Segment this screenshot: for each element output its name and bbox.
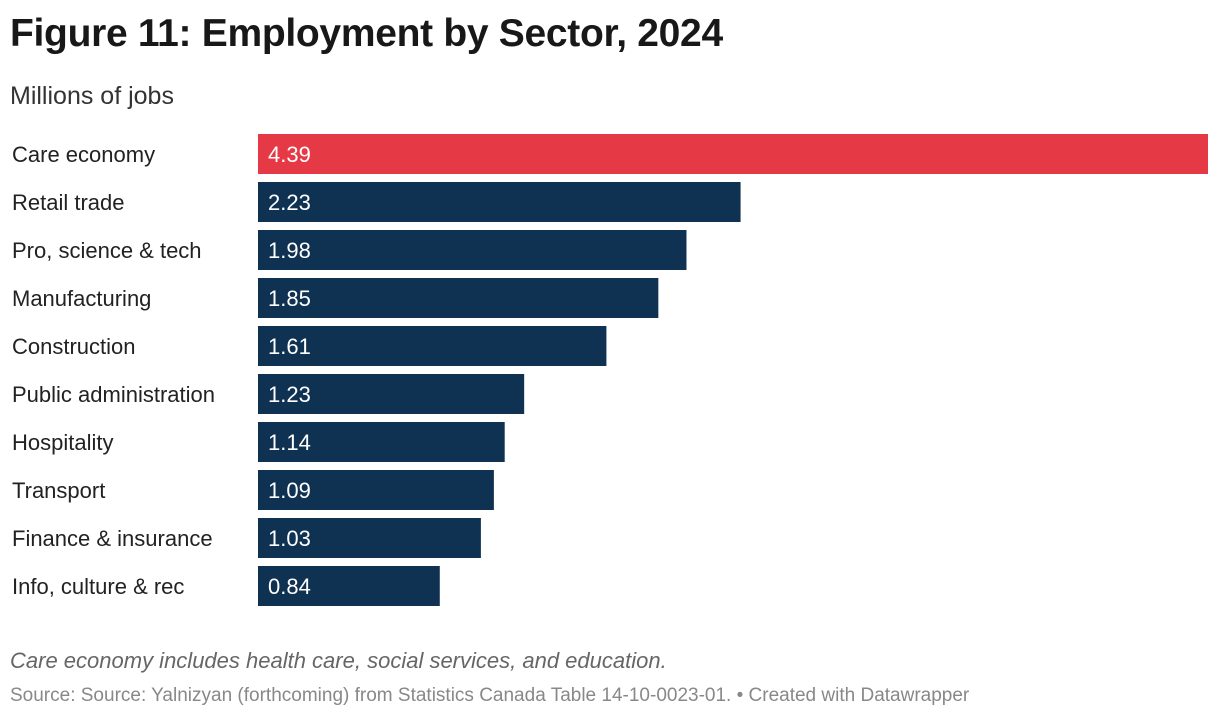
data-label: 1.14 bbox=[268, 430, 311, 455]
data-label: 1.03 bbox=[268, 526, 311, 551]
bar bbox=[258, 566, 440, 606]
category-label: Manufacturing bbox=[12, 286, 151, 311]
category-label: Public administration bbox=[12, 382, 215, 407]
category-label: Retail trade bbox=[12, 190, 125, 215]
bar bbox=[258, 470, 494, 510]
chart-source: Source: Source: Yalnizyan (forthcoming) … bbox=[10, 685, 970, 706]
category-label: Info, culture & rec bbox=[12, 574, 184, 599]
data-label: 0.84 bbox=[268, 574, 311, 599]
data-label: 1.61 bbox=[268, 334, 311, 359]
category-label: Construction bbox=[12, 334, 136, 359]
category-label: Pro, science & tech bbox=[12, 238, 202, 263]
bar bbox=[258, 326, 607, 366]
bar bbox=[258, 182, 741, 222]
data-label: 1.85 bbox=[268, 286, 311, 311]
data-label: 2.23 bbox=[268, 190, 311, 215]
category-label: Hospitality bbox=[12, 430, 113, 455]
bar bbox=[258, 374, 525, 414]
category-label: Finance & insurance bbox=[12, 526, 213, 551]
chart-subtitle: Millions of jobs bbox=[10, 82, 174, 110]
chart-title: Figure 11: Employment by Sector, 2024 bbox=[10, 12, 723, 55]
data-label: 4.39 bbox=[268, 142, 311, 167]
bar bbox=[258, 230, 687, 270]
bar bbox=[258, 422, 505, 462]
category-label: Transport bbox=[12, 478, 105, 503]
data-label: 1.09 bbox=[268, 478, 311, 503]
category-label: Care economy bbox=[12, 142, 155, 167]
bar-chart: Care economy 4.39 Retail trade 2.23 Pro, sci… bbox=[12, 134, 1208, 606]
data-label: 1.23 bbox=[268, 382, 311, 407]
data-label: 1.98 bbox=[268, 238, 311, 263]
bar bbox=[258, 518, 481, 558]
chart-note: Care economy includes health care, socia… bbox=[10, 648, 667, 673]
bar bbox=[258, 278, 659, 318]
bar bbox=[258, 134, 1208, 174]
